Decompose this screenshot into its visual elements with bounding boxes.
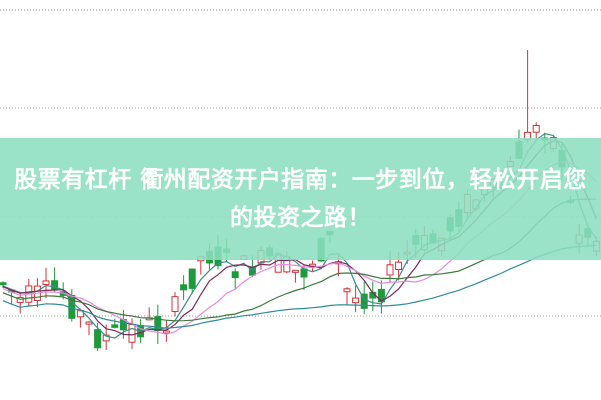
candle-body (0, 282, 7, 286)
candle-body (343, 288, 351, 293)
candle-body (180, 284, 188, 291)
candle-body (51, 280, 59, 291)
candle-body (111, 324, 119, 328)
candle-body (291, 269, 299, 273)
title-banner: 股票有杠杆 衢州配资开户指南：一步到位，轻松开启您的投资之路！ (0, 138, 601, 260)
candle-body (16, 296, 24, 303)
candle-body (532, 124, 540, 133)
candle-body (395, 261, 403, 270)
candle-body (102, 334, 110, 342)
candle-body (85, 321, 93, 325)
moving-average-line (2, 244, 597, 329)
candle-body (76, 310, 84, 318)
candle-body (42, 280, 50, 285)
candle-body (162, 330, 170, 334)
candle-body (352, 297, 360, 304)
candle-body (386, 264, 394, 276)
candle-body (188, 268, 196, 289)
candle-body (231, 271, 239, 279)
candle-body (154, 316, 162, 332)
candle-body (128, 324, 136, 343)
candle-body (377, 288, 385, 303)
candle-body (171, 296, 179, 313)
candle-body (94, 329, 102, 349)
article-title: 股票有杠杆 衢州配资开户指南：一步到位，轻松开启您的投资之路！ (14, 167, 587, 231)
